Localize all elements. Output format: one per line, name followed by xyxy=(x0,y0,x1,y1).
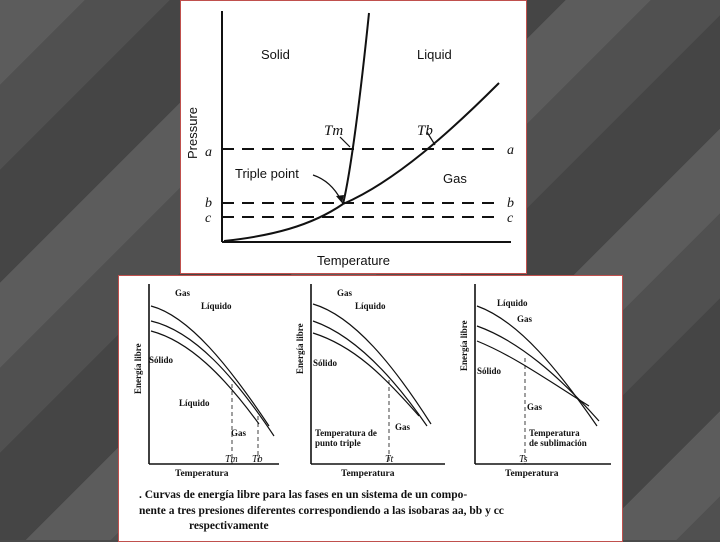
liquid-region-label: Liquid xyxy=(417,47,452,62)
plot1-tick-tb: Tb xyxy=(252,454,263,465)
isobar-a-right: a xyxy=(507,143,514,158)
plot1-gas-top: Gas xyxy=(175,288,191,298)
plot2-x-label: Temperatura xyxy=(341,469,395,479)
phase-diagram-panel: Pressure Temperature a a b b c c Solid L… xyxy=(180,0,527,274)
plot3-y-label: Energía libre xyxy=(459,320,469,371)
plot1-liquido-top: Líquido xyxy=(201,301,232,311)
triple-point-arrowhead xyxy=(336,195,344,203)
plot2-annot-2: punto triple xyxy=(315,438,361,448)
caption-line-2: nente a tres presiones diferentes corres… xyxy=(139,505,504,517)
plot3-annot-2: de sublimación xyxy=(529,438,587,448)
plot1-y-label: Energía libre xyxy=(133,343,143,394)
plot2-curve-liquid xyxy=(312,320,428,427)
free-energy-svg: Energía libre Temperatura Gas Líquido Só… xyxy=(133,284,611,479)
plot3-liquido-top: Líquido xyxy=(497,298,528,308)
plot2-curve-gas xyxy=(312,303,432,425)
tm-arrow xyxy=(339,136,351,148)
plot1-x-label: Temperatura xyxy=(175,469,229,479)
isobar-c-right: c xyxy=(507,211,514,226)
temperature-label: Temperature xyxy=(317,253,390,268)
plot3-solido: Sólido xyxy=(477,366,502,376)
plot2-gas-low: Gas xyxy=(395,422,411,432)
plot2-curve-solid xyxy=(312,332,420,417)
tb-label: Tb xyxy=(417,123,433,139)
vaporization-curve xyxy=(342,82,500,205)
phase-diagram-svg: Pressure Temperature a a b b c c Solid L… xyxy=(185,11,514,268)
plot1-tick-tm: Tm xyxy=(225,454,238,465)
plot1-liquido-low: Líquido xyxy=(179,398,210,408)
plot2-liquido-top: Líquido xyxy=(355,301,386,311)
plot2-tick-tt: Tt xyxy=(385,454,394,465)
plot1-curve-liquid xyxy=(150,320,275,437)
plot3-curve-gas xyxy=(476,325,600,422)
tb-arrow xyxy=(426,131,436,146)
plot3-gas-top: Gas xyxy=(517,314,533,324)
plot1-curve-solid xyxy=(150,330,260,425)
plot3-gas-low: Gas xyxy=(527,402,543,412)
gas-region-label: Gas xyxy=(443,171,467,186)
plot2-y-label: Energía libre xyxy=(295,323,305,374)
plot1-gas-low: Gas xyxy=(231,428,247,438)
solid-region-label: Solid xyxy=(261,47,290,62)
plot3-curve-solid xyxy=(476,340,590,407)
free-energy-panel: Energía libre Temperatura Gas Líquido Só… xyxy=(118,275,623,542)
triple-point-label: Triple point xyxy=(235,166,299,181)
plot2-gas-top: Gas xyxy=(337,288,353,298)
energy-plot-1: Energía libre Temperatura Gas Líquido Só… xyxy=(133,284,279,479)
tm-label: Tm xyxy=(324,123,343,139)
plot2-annot-1: Temperatura de xyxy=(315,428,377,438)
isobar-b-left: b xyxy=(205,196,212,211)
plot3-tick-ts: Ts xyxy=(519,454,528,465)
pressure-label: Pressure xyxy=(185,107,200,159)
energy-plot-2: Energía libre Temperatura Gas Líquido Só… xyxy=(295,284,445,479)
isobar-a-left: a xyxy=(205,145,212,160)
energy-plot-3: Energía libre Temperatura Líquido Gas Só… xyxy=(459,284,611,479)
caption-line-1: . Curvas de energía libre para las fases… xyxy=(139,489,468,501)
plot1-solido: Sólido xyxy=(149,355,174,365)
isobar-b-right: b xyxy=(507,196,514,211)
plot3-annot-1: Temperatura xyxy=(529,428,580,438)
plot2-solido: Sólido xyxy=(313,358,338,368)
sublimation-curve xyxy=(223,203,344,242)
plot3-curve-liquid xyxy=(476,305,598,427)
melting-curve xyxy=(342,12,370,205)
caption-line-3: respectivamente xyxy=(189,520,269,532)
plot1-curve-gas xyxy=(150,305,270,427)
isobar-c-left: c xyxy=(205,211,212,226)
plot3-x-label: Temperatura xyxy=(505,469,559,479)
